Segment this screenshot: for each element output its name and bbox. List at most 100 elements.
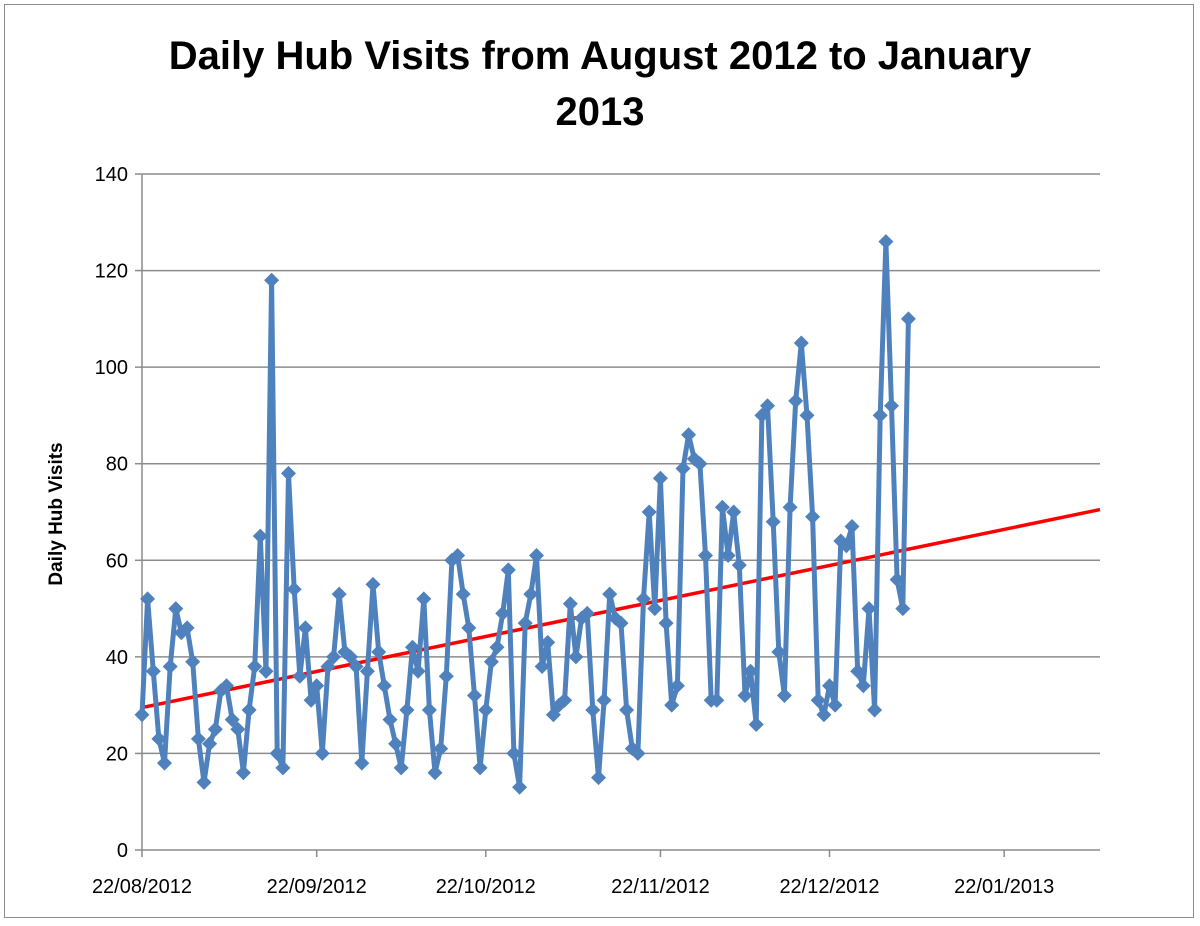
data-point [591,770,606,786]
data-point [861,601,877,617]
data-point [878,234,894,250]
data-point [258,663,274,679]
data-point [534,659,550,674]
data-point [134,707,150,723]
data-point [196,774,212,790]
data-point [489,639,505,655]
data-point [371,644,387,660]
x-tick-label: 22/10/2012 [436,876,536,898]
data-point [162,659,178,674]
data-point [838,538,854,554]
x-tick-label: 22/11/2012 [611,876,710,898]
data-point [461,620,477,636]
data-point [647,601,663,617]
data-point [207,721,223,737]
data-point [145,663,161,679]
data-point [247,659,263,674]
data-point [495,605,511,621]
series-layer [139,239,911,790]
data-point [421,702,437,718]
data-point [664,697,680,713]
data-point [365,576,381,592]
data-point [602,586,618,602]
data-point [467,688,482,703]
chart-title-line-2: 2013 [555,90,645,134]
y-tick-label: 120 [95,261,128,283]
data-point [529,548,544,563]
data-point [506,745,522,761]
data-point [478,702,494,718]
x-tick-label: 22/08/2012 [92,876,192,898]
x-tick-label: 22/12/2012 [779,876,879,898]
data-point [675,461,691,476]
data-point [714,499,730,515]
data-point [410,663,426,679]
data-point [235,765,251,781]
data-point [455,586,471,602]
chart-title-line-1: Daily Hub Visits from August 2012 to Jan… [168,34,1032,78]
data-point [399,702,415,718]
data-point [303,692,319,708]
data-point [512,779,528,795]
data-point [805,509,821,525]
data-point [889,572,905,588]
data-point [743,663,759,679]
data-point [376,678,392,694]
data-point [867,702,883,718]
data-point [523,586,539,602]
y-tick-labels: 0 20 40 60 80 100 120 140 [95,164,128,862]
data-point [230,721,246,737]
data-point [579,605,595,621]
data-point [275,760,291,776]
y-tick-label: 40 [106,647,128,669]
marker-layer [134,234,916,795]
data-point [309,678,325,694]
data-point [788,393,804,409]
data-point [900,311,916,327]
data-point [782,499,798,515]
data-point [438,668,454,684]
data-point [292,668,308,684]
data-point [737,688,753,703]
data-point [388,736,404,752]
data-point [698,548,713,563]
data-point [264,272,280,288]
data-point [816,707,832,723]
x-tick-labels: 22/08/2012 22/09/2012 22/10/2012 22/11/2012… [92,876,1054,898]
data-point [585,702,601,718]
data-point [416,591,432,607]
data-point [760,398,775,414]
data-point [754,407,770,423]
data-point [596,692,612,708]
data-point [658,615,674,631]
data-point [185,654,201,670]
data-point [720,548,736,563]
data-point [281,465,296,481]
data-point [709,692,725,708]
data-point [359,663,375,679]
data-point [776,688,792,703]
data-point [297,620,313,636]
data-point [269,745,285,761]
data-point [799,407,815,423]
data-point [427,765,443,781]
data-point [382,712,398,728]
data-point [540,634,556,650]
y-axis-title: Daily Hub Visits [46,442,67,585]
data-point [393,760,409,776]
data-point [157,755,172,771]
data-point [354,755,370,771]
data-point [500,562,516,578]
data-point [286,581,302,597]
data-point [827,697,843,713]
data-point [517,615,533,631]
data-point [562,596,578,612]
data-point [241,702,257,718]
axes [135,173,1100,857]
data-point [613,615,629,631]
data-point [472,760,488,776]
data-point [748,717,764,732]
data-point [692,456,708,472]
data-point [557,692,573,708]
data-point [483,654,499,670]
